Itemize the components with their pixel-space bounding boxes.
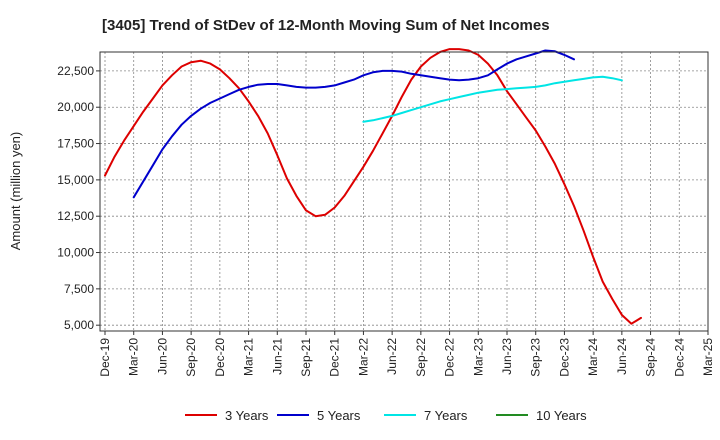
legend-label-10-years: 10 Years [536, 408, 587, 423]
y-axis-ticks: 5,000 7,500 10,000 12,500 15,000 17,500 20,000… [57, 64, 100, 332]
x-tick-label: Jun-23 [500, 338, 514, 375]
x-tick-label: Jun-22 [385, 338, 399, 375]
y-tick-label: 5,000 [64, 318, 94, 332]
x-tick-label: Mar-21 [242, 338, 256, 376]
series-line-3-years [104, 48, 642, 325]
x-tick-label: Jun-20 [155, 338, 169, 375]
y-axis-label: Amount (million yen) [8, 132, 23, 251]
plot-border [99, 51, 709, 332]
legend-label-7-years: 7 Years [424, 408, 468, 423]
legend-label-5-years: 5 Years [317, 408, 361, 423]
plot-area [99, 48, 709, 332]
chart-title: [3405] Trend of StDev of 12-Month Moving… [102, 17, 550, 34]
x-tick-label: Sep-21 [299, 338, 313, 377]
y-tick-label: 15,000 [57, 173, 94, 187]
x-tick-label: Dec-19 [98, 338, 112, 377]
legend: 3 Years 5 Years 7 Years 10 Years [185, 408, 587, 423]
x-axis-ticks: Dec-19 Mar-20 Jun-20 Sep-20 Dec-20 Mar-21 Jun-… [98, 331, 715, 377]
x-tick-label: Sep-24 [644, 338, 658, 377]
y-tick-label: 12,500 [57, 209, 94, 223]
x-tick-label: Dec-24 [672, 338, 686, 377]
x-tick-label: Sep-23 [529, 338, 543, 377]
x-tick-label: Mar-22 [356, 338, 370, 376]
x-tick-label: Dec-23 [557, 338, 571, 377]
series-line-7-years [362, 75, 623, 123]
x-tick-label: Mar-23 [471, 338, 485, 376]
y-tick-label: 17,500 [57, 137, 94, 151]
x-tick-label: Jun-24 [615, 338, 629, 375]
x-tick-label: Mar-24 [586, 338, 600, 376]
y-tick-label: 7,500 [64, 282, 94, 296]
x-tick-label: Mar-25 [701, 338, 715, 376]
x-tick-label: Jun-21 [270, 338, 284, 375]
x-tick-label: Sep-20 [184, 338, 198, 377]
x-tick-label: Dec-20 [213, 338, 227, 377]
x-tick-label: Sep-22 [414, 338, 428, 377]
y-tick-label: 10,000 [57, 246, 94, 260]
plot-background [100, 52, 708, 331]
legend-label-3-years: 3 Years [225, 408, 269, 423]
grid [100, 52, 709, 331]
series-line-5-years [132, 49, 575, 199]
x-tick-label: Mar-20 [127, 338, 141, 376]
x-tick-label: Dec-22 [443, 338, 457, 377]
series-layer [104, 48, 642, 325]
y-tick-label: 20,000 [57, 100, 94, 114]
x-tick-label: Dec-21 [328, 338, 342, 377]
y-tick-label: 22,500 [57, 64, 94, 78]
